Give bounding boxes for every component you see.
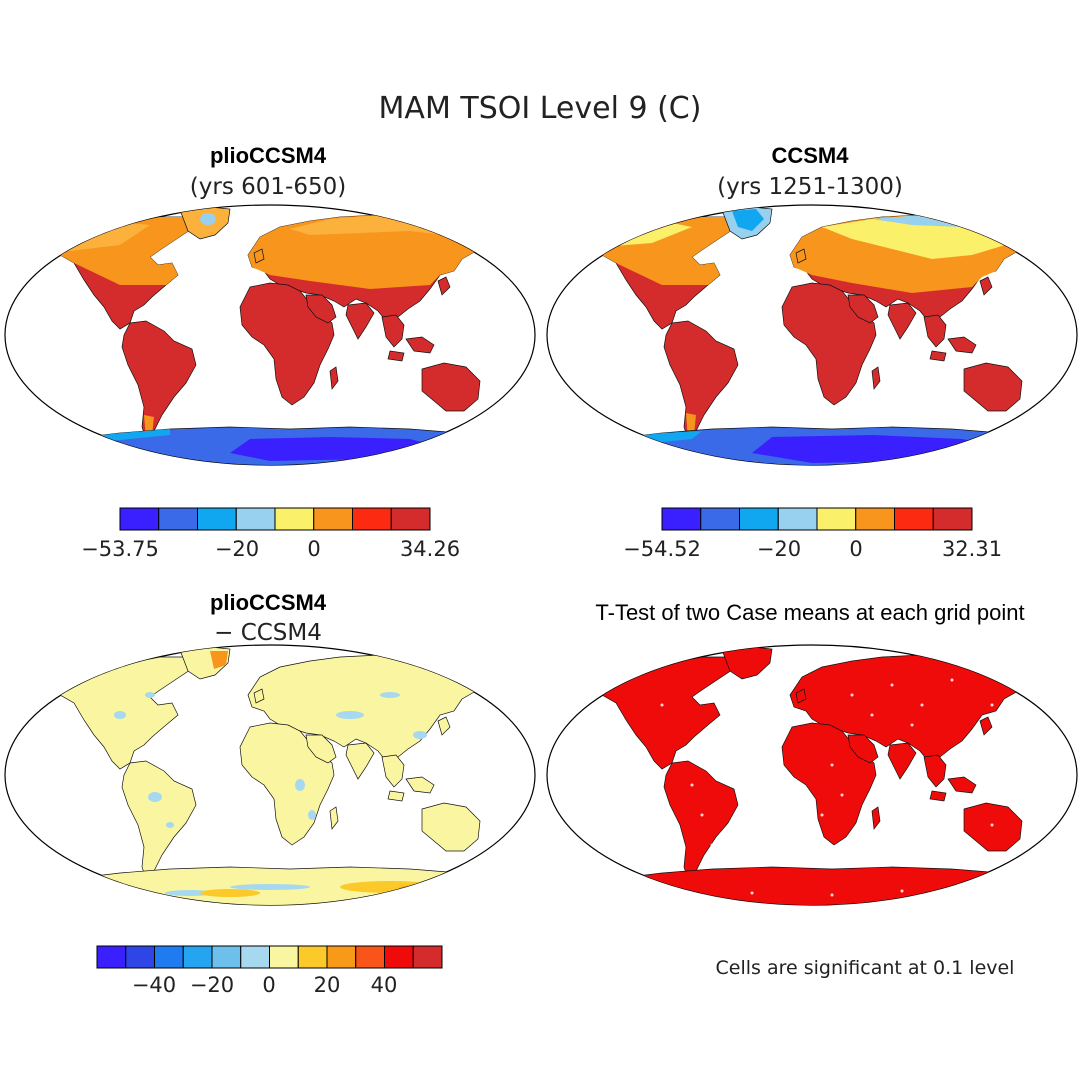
- significance-note: Cells are significant at 0.1 level: [716, 957, 1015, 979]
- greenland-cold: [732, 209, 764, 231]
- colorbar-cell: [235, 507, 276, 531]
- colorbar-cell: [384, 945, 414, 969]
- panel-title: CCSM4: [771, 143, 849, 168]
- colorbar-label-20: 20: [314, 973, 341, 997]
- figure-title: MAM TSOI Level 9 (C): [379, 91, 702, 126]
- panel-pliocene: plioCCSM4 (yrs 601-650): [4, 143, 536, 561]
- colorbar-cell: [816, 507, 857, 531]
- colorbar-cell: [119, 507, 160, 531]
- panel-subtitle: (yrs 1251-1300): [717, 174, 903, 200]
- colorbar-cell: [390, 507, 431, 531]
- colorbar-label-neg20: −20: [190, 973, 234, 997]
- panel-difference: plioCCSM4 − CCSM4: [4, 590, 536, 997]
- island-new-zealand: [495, 844, 505, 862]
- colorbar-cell: [739, 507, 779, 531]
- colorbar-label-zero: 0: [307, 537, 320, 561]
- world-map: [546, 204, 1078, 466]
- colorbar-cell: [894, 507, 934, 531]
- panel-control: CCSM4 (yrs 1251-1300): [546, 143, 1078, 561]
- colorbar-label-neg20: −20: [757, 537, 801, 561]
- greenland-cold-spot: [200, 213, 216, 225]
- colorbar-cell: [274, 507, 315, 531]
- colorbar-cell: [355, 945, 385, 969]
- colorbar: −40 −20 0 20 40: [96, 945, 443, 997]
- island-new-zealand: [1037, 844, 1047, 862]
- colorbar: −53.75 −20 0 34.26: [81, 507, 460, 561]
- colorbar-label-neg40: −40: [132, 973, 176, 997]
- colorbar: −54.52 −20 0 32.31: [623, 507, 1002, 561]
- colorbar-cell: [154, 945, 184, 969]
- colorbar-cell: [777, 507, 818, 531]
- world-map: [4, 204, 536, 466]
- colorbar-label-neg20: −20: [215, 537, 259, 561]
- world-map: [546, 644, 1078, 906]
- colorbar-cell: [313, 507, 353, 531]
- panel-ttest: T-Test of two Case means at each grid po…: [546, 600, 1078, 979]
- colorbar-label-min: −54.52: [623, 537, 701, 561]
- colorbar-label-zero: 0: [849, 537, 862, 561]
- colorbar-cell: [932, 507, 973, 531]
- island-new-zealand: [495, 404, 505, 422]
- panel-subtitle: − CCSM4: [214, 620, 322, 646]
- colorbar-cell: [211, 945, 242, 969]
- non-significant-cells: [660, 678, 994, 897]
- greenland-warm: [210, 651, 228, 669]
- colorbar-cell: [269, 945, 299, 969]
- colorbar-cell: [240, 945, 270, 969]
- colorbar-cell: [125, 945, 155, 969]
- colorbar-label-40: 40: [371, 973, 398, 997]
- colorbar-cell: [96, 945, 127, 969]
- colorbar-label-min: −53.75: [81, 537, 159, 561]
- panel-title: T-Test of two Case means at each grid po…: [595, 600, 1024, 625]
- island-new-zealand: [1037, 404, 1047, 422]
- world-map: [4, 644, 536, 906]
- colorbar-cell: [182, 945, 213, 969]
- panel-title: plioCCSM4: [210, 590, 327, 615]
- colorbar-cell: [197, 507, 237, 531]
- panel-title: plioCCSM4: [210, 143, 327, 168]
- colorbar-cell: [855, 507, 895, 531]
- panel-subtitle: (yrs 601-650): [190, 174, 346, 200]
- colorbar-cell: [700, 507, 740, 531]
- antarctica-deep-cold: [230, 437, 440, 461]
- colorbar-cell: [412, 945, 443, 969]
- colorbar-cell: [326, 945, 357, 969]
- colorbar-cell: [297, 945, 328, 969]
- colorbar-cell: [158, 507, 198, 531]
- colorbar-label-max: 34.26: [400, 537, 460, 561]
- colorbar-label-max: 32.31: [942, 537, 1002, 561]
- colorbar-cell: [352, 507, 392, 531]
- colorbar-label-zero: 0: [262, 973, 275, 997]
- colorbar-cell: [661, 507, 702, 531]
